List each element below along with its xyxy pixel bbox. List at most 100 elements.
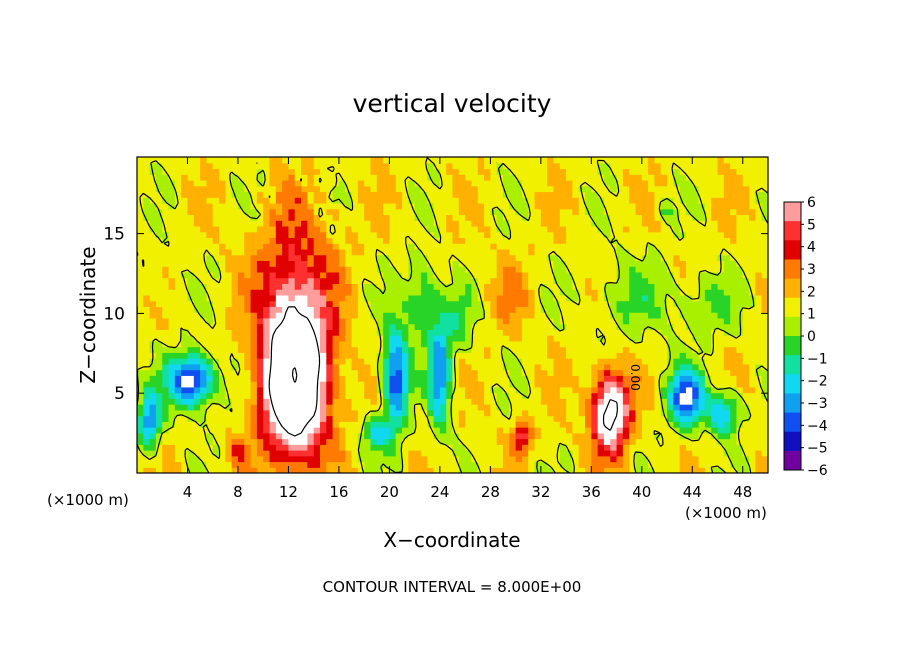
field-cell [484, 300, 491, 307]
field-cell [427, 398, 435, 405]
field-cell [679, 323, 687, 330]
field-cell [685, 294, 693, 302]
field-cell [282, 289, 290, 296]
field-cell [155, 289, 163, 296]
field-cell [332, 289, 340, 296]
field-cell [484, 409, 491, 417]
field-cell [452, 283, 460, 290]
field-cell [174, 329, 182, 336]
field-cell [509, 283, 517, 290]
field-cell [603, 381, 611, 388]
field-cell [477, 243, 485, 250]
field-cell [408, 254, 416, 262]
field-cell [641, 415, 649, 422]
field-cell [212, 340, 220, 348]
field-cell [402, 300, 409, 307]
field-cell [610, 271, 618, 279]
field-cell [149, 363, 157, 371]
field-cell [572, 225, 580, 233]
field-cell [692, 289, 700, 296]
field-cell [641, 386, 649, 394]
field-cell [521, 386, 529, 394]
field-cell [484, 197, 491, 204]
field-cell [162, 444, 170, 451]
field-cell [534, 243, 542, 250]
field-cell [212, 432, 220, 440]
field-cell [219, 202, 226, 210]
field-cell [319, 289, 327, 296]
field-cell [162, 191, 170, 198]
field-cell [515, 375, 523, 382]
field-cell [193, 185, 201, 193]
field-cell [288, 271, 296, 279]
field-cell [193, 294, 201, 302]
field-cell [496, 421, 504, 428]
field-cell [357, 220, 365, 227]
field-cell [585, 392, 592, 399]
field-cell [162, 243, 170, 250]
field-cell [219, 220, 226, 227]
field-cell [458, 392, 466, 399]
field-cell [357, 329, 365, 336]
field-cell [597, 317, 605, 325]
field-cell [193, 283, 201, 290]
field-cell [528, 283, 536, 290]
field-cell [187, 220, 195, 227]
field-cell [509, 461, 517, 468]
field-cell [585, 444, 592, 451]
field-cell [269, 248, 277, 256]
field-cell [629, 386, 637, 394]
field-cell [515, 363, 523, 371]
field-cell [717, 185, 725, 193]
field-cell [332, 254, 340, 262]
field-cell [269, 386, 277, 394]
field-cell [263, 300, 271, 307]
field-cell [559, 329, 567, 336]
field-cell [528, 300, 536, 307]
field-cell [187, 381, 195, 388]
field-cell [749, 317, 756, 325]
field-cell [742, 381, 750, 388]
field-cell [742, 300, 750, 307]
field-cell [572, 271, 580, 279]
field-cell [395, 404, 403, 411]
field-cell [256, 467, 264, 473]
field-cell [383, 398, 390, 405]
field-cell [704, 283, 712, 290]
field-cell [692, 294, 700, 302]
field-cell [496, 386, 504, 394]
field-cell [193, 369, 201, 376]
field-cell [502, 306, 510, 313]
field-cell [439, 461, 447, 468]
field-cell [275, 306, 283, 313]
field-cell [395, 444, 403, 451]
field-cell [749, 404, 756, 411]
field-cell [282, 243, 290, 250]
field-cell [597, 237, 605, 244]
field-cell [250, 409, 258, 417]
field-cell [591, 432, 599, 440]
field-cell [364, 283, 372, 290]
field-cell [553, 335, 561, 342]
field-cell [616, 340, 624, 348]
field-cell [326, 450, 334, 457]
field-cell [200, 363, 208, 371]
field-cell [370, 381, 378, 388]
field-cell [244, 220, 252, 227]
field-cell [667, 346, 674, 353]
field-cell [465, 358, 473, 365]
field-cell [307, 317, 315, 325]
field-cell [484, 283, 491, 290]
field-cell [679, 300, 687, 307]
field-cell [490, 432, 498, 440]
field-cell [162, 421, 170, 428]
field-cell [471, 237, 479, 244]
field-cell [648, 404, 656, 411]
field-cell [395, 306, 403, 313]
field-cell [389, 266, 397, 273]
field-cell [616, 329, 624, 336]
field-cell [521, 237, 529, 244]
field-cell [174, 386, 182, 394]
field-cell [496, 398, 504, 405]
field-cell [654, 266, 662, 273]
